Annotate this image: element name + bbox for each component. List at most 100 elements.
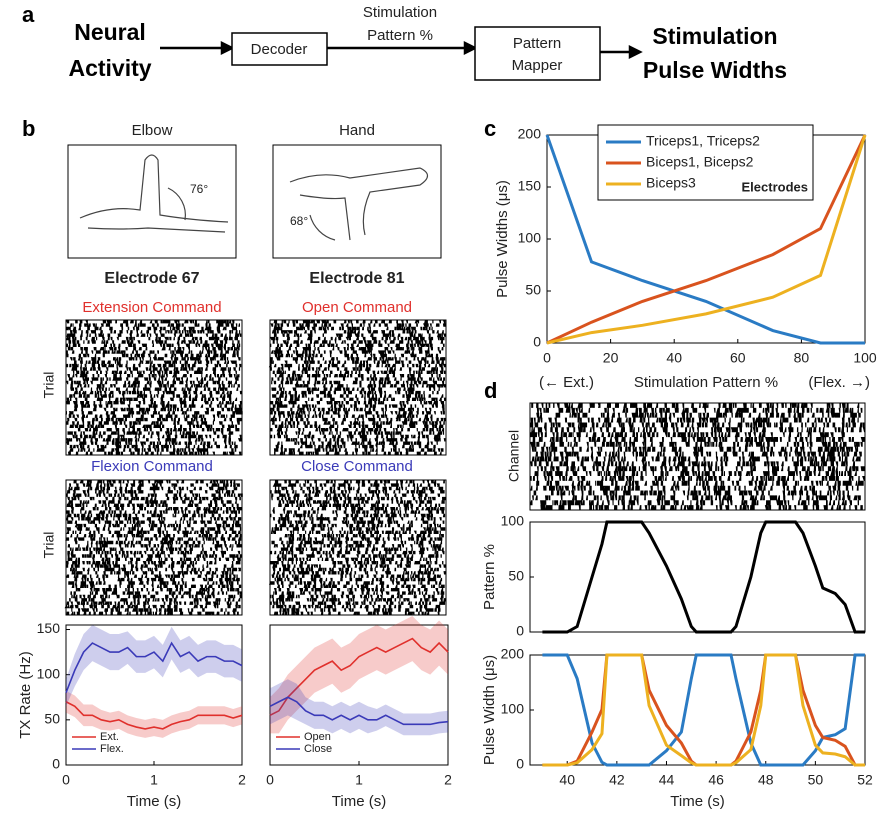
joint-title: Elbow (132, 122, 173, 139)
legend-label: Biceps1, Biceps2 (646, 154, 754, 170)
image-frame (67, 144, 237, 259)
y-tick-label: 100 (518, 230, 542, 246)
raster (268, 320, 446, 455)
panel-label: c (484, 116, 496, 141)
y-tick-label: 0 (533, 334, 541, 350)
series-group (542, 520, 865, 634)
hand-sketch (289, 167, 429, 241)
y-tick-label: 100 (37, 665, 61, 681)
series-group (269, 615, 449, 736)
raster-axis-label: Trial (41, 372, 57, 399)
legend-label: Open (304, 731, 331, 743)
command-label: Close Command (301, 458, 413, 475)
y-tick-label: 0 (52, 756, 60, 772)
y-tick-label: 100 (501, 701, 525, 717)
error-band (66, 690, 242, 738)
x-tick-label: 48 (758, 772, 774, 788)
y-tick-label: 100 (501, 513, 525, 529)
plot-frame (269, 624, 449, 766)
plot-frame (65, 624, 243, 766)
legend-label: Ext. (100, 731, 119, 743)
error-band (270, 679, 448, 736)
raster (529, 403, 866, 510)
electrode-label: Electrode 81 (309, 270, 404, 287)
legend-label: Flex. (100, 743, 124, 755)
series-line (269, 637, 449, 717)
x-axis-label: Stimulation Pattern % (634, 374, 778, 391)
diagram-text: Activity (68, 55, 151, 81)
diagram-text: Pattern (513, 35, 561, 52)
series-line (269, 696, 449, 726)
x-tick-label: 44 (659, 772, 675, 788)
x-tick-label: 52 (857, 772, 873, 788)
x-tick-label: 40 (559, 772, 575, 788)
y-axis-label: Pulse Widths (μs) (494, 180, 511, 298)
series-line (546, 134, 867, 345)
panel-label: d (484, 378, 497, 403)
y-axis-label: Pattern % (481, 544, 498, 610)
x-tick-label: 100 (853, 350, 877, 366)
x-axis-label: Time (s) (670, 793, 724, 810)
x-tick-label: 0 (62, 772, 70, 788)
x-tick-label: 20 (603, 350, 619, 366)
angle-label: 76° (190, 182, 208, 196)
diagram-text: Decoder (251, 41, 308, 58)
diagram-text: Stimulation (363, 4, 437, 21)
image-frame (272, 144, 442, 259)
x-tick-label: 42 (609, 772, 625, 788)
series-group (542, 653, 865, 767)
arrows (160, 40, 643, 60)
y-tick-label: 200 (518, 126, 542, 142)
series-line (542, 653, 865, 767)
y-tick-label: 200 (501, 646, 525, 662)
raster (64, 480, 243, 615)
series-group (65, 625, 243, 738)
error-band (66, 625, 242, 707)
y-tick-label: 150 (37, 620, 61, 636)
diagram-text: Stimulation (652, 23, 777, 49)
diagram-text: Neural (74, 19, 146, 45)
series-line (542, 520, 865, 634)
y-axis-label: Pulse Width (μs) (481, 655, 498, 765)
series-line (545, 134, 865, 345)
joint-title: Hand (339, 122, 375, 139)
command-label: Open Command (302, 299, 412, 316)
panel-label: a (22, 2, 35, 27)
raster-axis-label: Channel (506, 430, 522, 482)
y-axis-label: TX Rate (Hz) (17, 651, 34, 739)
command-label: Flexion Command (91, 458, 213, 475)
x-tick-label: 60 (730, 350, 746, 366)
series-line (65, 641, 243, 694)
x-tick-label: 2 (444, 772, 452, 788)
y-tick-label: 50 (508, 568, 524, 584)
decoder-box (231, 32, 328, 66)
command-label: Extension Command (82, 299, 221, 316)
diagram-text: Mapper (512, 57, 563, 74)
x-tick-label: 1 (355, 772, 363, 788)
legend-label: Biceps3 (646, 175, 696, 191)
y-tick-label: 0 (516, 756, 524, 772)
x-axis-label: Time (s) (127, 793, 181, 810)
legend-label: Close (304, 743, 332, 755)
annotation: (← Ext.) (539, 374, 594, 391)
y-tick-label: 50 (44, 711, 60, 727)
plot-frame (529, 521, 866, 633)
y-tick-label: 150 (518, 178, 542, 194)
electrode-label: Electrode 67 (104, 270, 199, 287)
angle-label: 68° (290, 214, 308, 228)
x-tick-label: 0 (543, 350, 551, 366)
y-tick-label: 0 (516, 623, 524, 639)
legend-label: Triceps1, Triceps2 (646, 133, 760, 149)
x-tick-label: 1 (150, 772, 158, 788)
diagram-text: Pattern % (367, 27, 433, 44)
raster-axis-label: Trial (41, 532, 57, 559)
series-group (545, 134, 867, 345)
x-tick-label: 40 (666, 350, 682, 366)
raster (269, 480, 446, 615)
raster (65, 320, 243, 455)
diagram-text: Pulse Widths (643, 57, 787, 83)
x-tick-label: 50 (808, 772, 824, 788)
elbow-sketch (79, 154, 229, 233)
x-tick-label: 2 (238, 772, 246, 788)
